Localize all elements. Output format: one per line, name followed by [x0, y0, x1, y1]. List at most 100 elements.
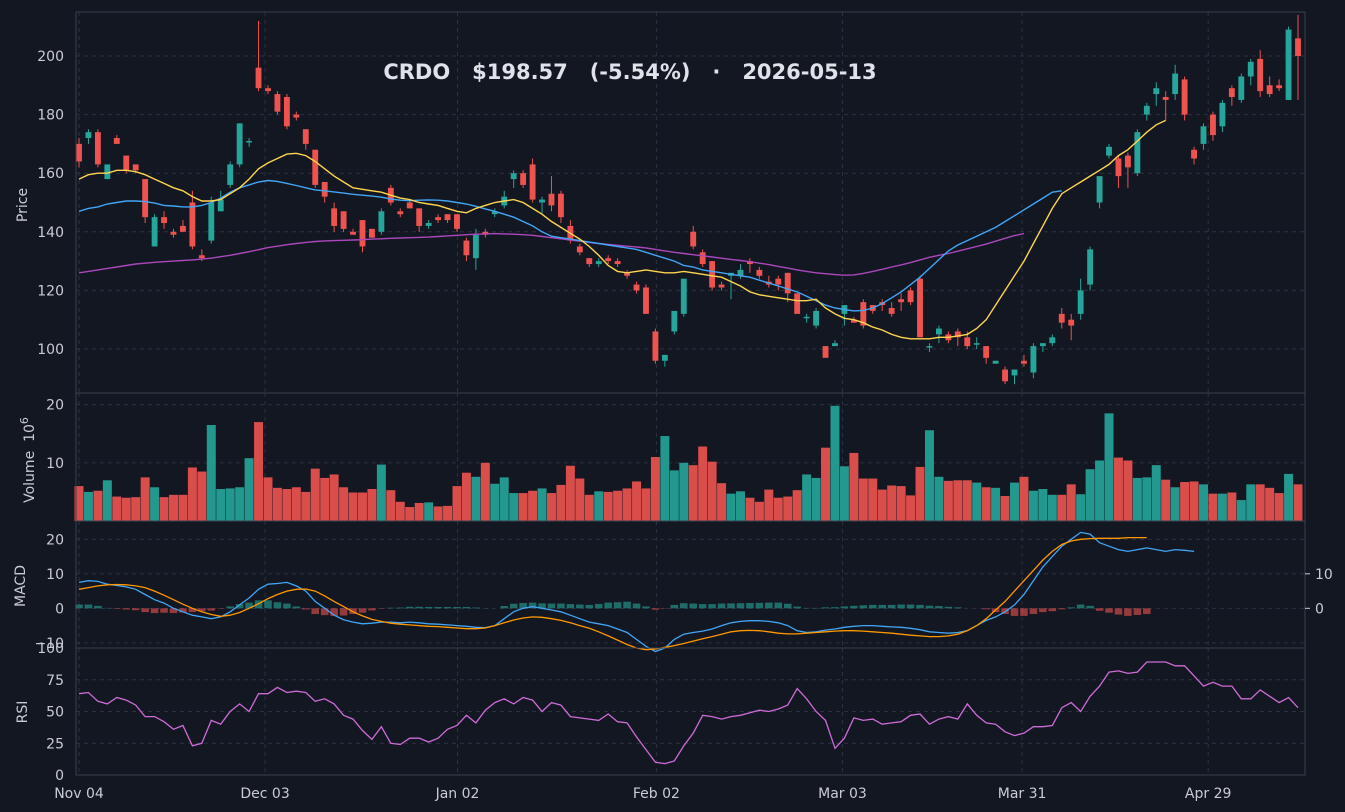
volume-bar: [669, 470, 679, 521]
volume-bar: [499, 477, 509, 521]
candle-body: [690, 231, 697, 247]
volume-bar: [272, 487, 282, 521]
candle-body: [510, 173, 517, 180]
volume-bar: [594, 491, 604, 521]
volume-bar: [565, 465, 575, 521]
volume-bar: [452, 486, 462, 521]
candle-body: [397, 211, 404, 215]
macd-histogram-bar: [868, 604, 877, 609]
macd-histogram-bar: [302, 608, 310, 610]
volume-bar: [650, 457, 660, 521]
macd-histogram-bar: [462, 606, 471, 609]
price-panel: [76, 14, 1301, 385]
candle-body: [1181, 79, 1188, 115]
price-tick-label: 160: [37, 166, 64, 182]
macd-histogram-bar: [264, 600, 272, 609]
macd-histogram-bar: [887, 604, 896, 609]
candle-body: [633, 284, 640, 291]
candle-body: [94, 132, 101, 165]
candle-body: [104, 164, 111, 180]
candle-body: [935, 328, 942, 335]
volume-bar: [924, 430, 934, 521]
volume-bar: [348, 492, 358, 521]
volume-bar: [839, 466, 849, 521]
price-tick-label: 120: [37, 283, 64, 299]
volume-bar: [707, 461, 717, 521]
macd-histogram-bar: [84, 604, 93, 609]
macd-histogram-bar: [396, 607, 405, 609]
axis-layer: Nov 04 Dec 03 Jan 02 Feb 02 Mar 03 Mar 31 Apr …: [34, 11, 1333, 802]
volume-bar: [622, 488, 632, 521]
candle-body: [1058, 313, 1065, 323]
macd-histogram-bar: [1124, 608, 1132, 616]
x-tick-label: Nov 04: [54, 786, 104, 802]
candle-body: [1011, 369, 1018, 376]
volume-bar: [1142, 477, 1152, 521]
rsi-line: [78, 661, 1299, 765]
macd-histogram-bar: [1095, 608, 1104, 611]
macd-histogram-bar: [387, 607, 395, 609]
candle-body: [378, 211, 385, 232]
macd-histogram-bar: [1105, 608, 1113, 613]
price-axis-label: Price: [15, 188, 31, 222]
candle-body: [586, 258, 593, 265]
volume-bar: [1199, 484, 1208, 521]
macd-tick-label: 10: [46, 567, 64, 583]
candle-body: [293, 114, 300, 118]
macd-histogram-bar: [415, 606, 423, 609]
candle-body: [1039, 343, 1046, 347]
macd-histogram-bar: [717, 603, 726, 609]
candle-body: [331, 208, 338, 226]
volume-bar: [1217, 493, 1227, 521]
volume-bar: [471, 476, 481, 521]
volume-bar: [1028, 490, 1038, 521]
volume-bar: [537, 488, 547, 521]
macd-histogram-bar: [850, 605, 858, 609]
macd-histogram-bar: [651, 608, 660, 610]
macd-histogram-bar: [1067, 607, 1075, 609]
candle-body: [1238, 76, 1245, 100]
volume-bar: [102, 480, 112, 521]
volume-bar: [187, 467, 197, 521]
volume-bar: [896, 486, 906, 521]
volume-axis-label: Volume 106: [18, 417, 38, 503]
macd-histogram-bar: [424, 606, 433, 609]
volume-bar: [877, 489, 887, 521]
macd-histogram-bar: [793, 606, 801, 609]
candle-body: [898, 299, 905, 303]
volume-bar: [953, 480, 963, 521]
volume-bar: [764, 489, 774, 521]
volume-bar: [1236, 500, 1246, 521]
candle-body: [76, 143, 82, 162]
volume-bar: [376, 464, 386, 521]
volume-bar: [1047, 494, 1057, 521]
macd-histogram-bar: [405, 606, 414, 609]
macd-histogram-bar: [935, 606, 943, 609]
volume-bar: [291, 487, 301, 521]
price-tick-label: 200: [37, 49, 64, 65]
macd-histogram-bar: [160, 608, 168, 613]
candle-body: [359, 220, 366, 247]
macd-histogram-bar: [944, 606, 953, 609]
macd-panel: [75, 531, 1195, 653]
volume-bar: [792, 490, 802, 521]
candle-body: [529, 164, 536, 200]
rsi-tick-label: 50: [46, 705, 64, 721]
volume-bar: [735, 491, 745, 521]
candle-body: [1115, 158, 1122, 177]
candle-body: [737, 269, 744, 276]
candle-body: [113, 138, 120, 144]
candle-body: [1162, 96, 1169, 100]
candle-body: [1285, 29, 1292, 100]
volume-bar: [424, 502, 434, 521]
macd-histogram-bar: [906, 604, 915, 609]
volume-bar: [821, 447, 831, 521]
volume-bar: [339, 487, 349, 521]
candle-body: [1087, 249, 1094, 285]
candle-body: [1276, 85, 1283, 89]
volume-bar: [698, 446, 708, 521]
candle-body: [302, 129, 309, 144]
candle-body: [236, 123, 243, 165]
